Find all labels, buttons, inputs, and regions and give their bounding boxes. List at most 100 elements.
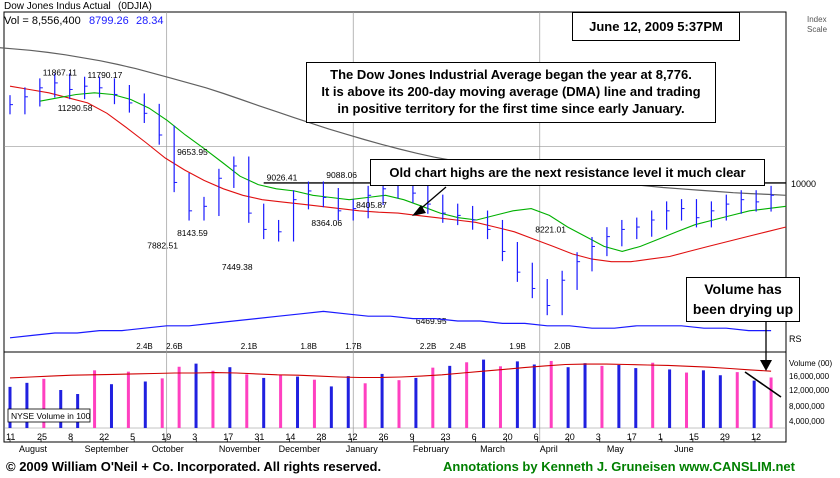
volume-arrow-head [760,360,772,371]
volume-peak-label: 2.2B [420,342,436,351]
volume-annotation-line-2: been drying up [692,301,794,317]
month-label: August [19,444,48,454]
price-label: 7882.51 [147,240,178,250]
volume-bar [718,375,722,428]
volume-bar [685,372,689,428]
price-label: 9026.41 [267,173,298,183]
volume-peak-label: 2.4B [450,342,466,351]
x-tick-label: 1 [658,432,663,442]
date-box: June 12, 2009 5:37PM [572,12,740,41]
x-tick-label: 11 [6,432,15,442]
volume-peak-label: 2.1B [241,342,257,351]
volume-peak-label: 1.9B [509,342,525,351]
x-tick-label: 17 [627,432,637,442]
price-label: 11790.17 [88,70,123,80]
volume-peak-label: 2.6B [166,342,182,351]
volume-bar [634,368,638,428]
volume-bar [296,376,300,428]
volume-bar [515,361,519,428]
x-tick-label: 12 [751,432,761,442]
rs-line [9,310,772,339]
symbol-label: (0DJIA) [118,1,152,12]
volume-peak-label: 1.7B [345,342,361,351]
volume-bar [177,366,181,428]
x-tick-label: 23 [441,432,451,442]
volume-bar [414,377,418,428]
price-label: 8221.01 [535,224,566,234]
volume-bar [617,364,621,428]
month-label: January [346,444,379,454]
ma200-line [0,47,787,196]
x-tick-label: 15 [689,432,699,442]
volume-readout: Vol = 8,556,400 [4,15,81,27]
x-tick-label: 3 [192,432,197,442]
main-annotation-line-2: It is above its 200-day moving average (… [321,84,701,99]
price-label: 9653.95 [177,147,208,157]
volume-bar [668,369,672,428]
month-label: June [674,444,694,454]
volume-bar [600,365,604,428]
x-tick-label: 14 [285,432,295,442]
volume-bar [245,374,249,428]
x-tick-label: 6 [472,432,477,442]
volume-bar [752,380,756,428]
price-label: 8143.59 [177,228,208,238]
volume-bar [25,382,29,428]
month-label: May [607,444,625,454]
x-tick-label: 29 [720,432,730,442]
main-annotation-line-3: in positive territory for the first time… [337,101,685,116]
volume-bar [769,377,773,428]
volume-bar [532,364,536,428]
volume-bar [346,376,350,428]
month-label: October [152,444,184,454]
index-scale-label: Index Scale [807,15,828,34]
price-label: 7449.38 [222,262,253,272]
volume-bar [448,365,452,428]
volume-bar [701,370,705,428]
month-label: February [413,444,450,454]
x-tick-label: 19 [161,432,171,442]
volume-bar [735,372,739,428]
volume-bar [8,386,12,428]
volume-bar [93,370,97,428]
volume-trend-line [744,371,782,398]
month-label: December [279,444,321,454]
volume-bar [363,383,367,428]
volume-bar [465,362,469,428]
volume-bar [109,384,113,428]
x-tick-label: 20 [565,432,575,442]
x-tick-label: 25 [37,432,47,442]
credit-footer: Annotations by Kenneth J. Gruneisen www.… [443,459,795,474]
price-axis-label: 10000 [791,179,816,189]
x-tick-label: 9 [410,432,415,442]
x-tick-label: 12 [347,432,357,442]
volume-bar [566,367,570,428]
price-change: 28.34 [136,15,164,27]
volume-bar [583,363,587,428]
x-tick-label: 3 [596,432,601,442]
volume-bar [312,379,316,428]
volume-bar [329,386,333,428]
resistance-arrow-head [412,205,426,216]
volume-bar [549,360,553,428]
month-label: April [540,444,558,454]
month-label: March [480,444,505,454]
volume-legend-box [7,408,91,423]
ma-red-line [9,85,787,263]
x-tick-label: 22 [99,432,109,442]
price-label: 11867.11 [43,68,77,78]
volume-bar [160,378,164,428]
resistance-arrow [417,186,447,212]
x-tick-label: 31 [254,432,264,442]
volume-bar [262,377,266,428]
main-annotation: The Dow Jones Industrial Average began t… [306,62,716,123]
volume-bar [126,371,130,428]
volume-axis-label: 8,000,000 [789,402,825,411]
x-tick-label: 20 [503,432,513,442]
volume-bar [143,381,147,428]
volume-average-line [9,363,772,379]
volume-legend: NYSE Volume in 100 [11,411,91,421]
volume-bar [431,367,435,428]
copyright-footer: © 2009 William O'Neil + Co. Incorporated… [6,459,382,474]
